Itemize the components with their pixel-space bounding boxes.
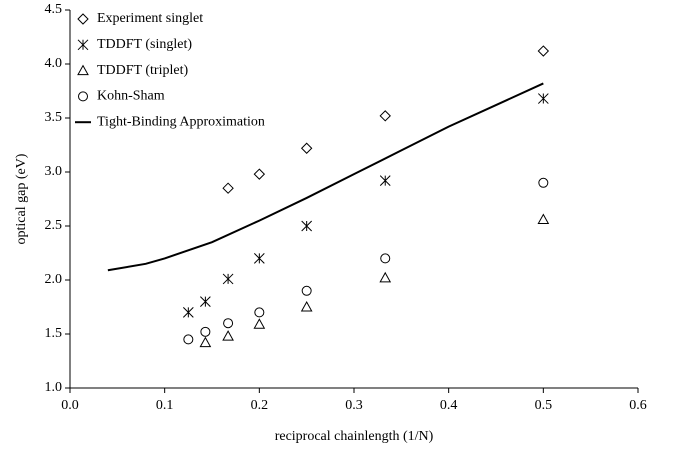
- asterisk-point: [253, 253, 265, 264]
- y-tick-label: 1.0: [45, 380, 63, 395]
- diamond-point: [222, 182, 234, 194]
- asterisk-point: [379, 175, 391, 186]
- asterisk-point: [182, 307, 194, 318]
- x-tick-label: 0.2: [251, 398, 269, 413]
- y-tick-label: 4.0: [45, 56, 63, 71]
- triangle-point: [537, 213, 550, 225]
- asterisk-point: [537, 93, 549, 104]
- y-tick-label: 1.5: [45, 326, 63, 341]
- legend-label: TDDFT (singlet): [97, 37, 192, 52]
- diamond-point: [253, 168, 266, 180]
- triangle-point: [379, 271, 392, 283]
- y-tick-label: 2.5: [45, 218, 63, 233]
- y-tick-label: 4.5: [45, 2, 63, 17]
- x-tick-label: 0.5: [535, 398, 553, 413]
- diamond-point: [300, 142, 313, 154]
- y-axis-label: optical gap (eV): [14, 153, 29, 244]
- x-tick-label: 0.3: [345, 398, 363, 413]
- circle-point: [200, 326, 211, 337]
- legend-marker: [77, 64, 89, 76]
- x-axis-label: reciprocal chainlength (1/N): [275, 429, 434, 444]
- circle-point: [538, 177, 549, 188]
- circle-point: [380, 253, 391, 264]
- triangle-point: [199, 336, 212, 348]
- legend-label: Tight-Binding Approximation: [97, 114, 265, 129]
- y-tick-label: 2.0: [45, 272, 63, 287]
- legend-label: Kohn-Sham: [97, 89, 165, 104]
- legend-marker: [77, 13, 89, 25]
- circle-point: [223, 318, 234, 329]
- diamond-point: [379, 110, 391, 122]
- x-tick-label: 0.6: [629, 398, 647, 413]
- triangle-point: [222, 330, 234, 341]
- x-tick-label: 0.0: [61, 398, 79, 413]
- asterisk-point: [301, 220, 313, 232]
- triangle-point: [253, 318, 266, 329]
- y-tick-label: 3.0: [45, 164, 63, 179]
- x-tick-label: 0.4: [440, 398, 458, 413]
- diamond-point: [537, 45, 550, 57]
- legend-marker: [78, 91, 88, 102]
- y-tick-label: 3.5: [45, 110, 63, 125]
- legend-label: Experiment singlet: [97, 11, 203, 26]
- asterisk-point: [222, 273, 234, 285]
- legend-label: TDDFT (triplet): [97, 63, 188, 78]
- x-tick-label: 0.1: [156, 398, 174, 413]
- legend-marker: [77, 39, 89, 51]
- line: [107, 82, 544, 272]
- circle-point: [254, 307, 265, 318]
- triangle-point: [300, 300, 313, 312]
- asterisk-point: [200, 296, 211, 307]
- circle-point: [301, 285, 312, 296]
- circle-point: [183, 334, 194, 345]
